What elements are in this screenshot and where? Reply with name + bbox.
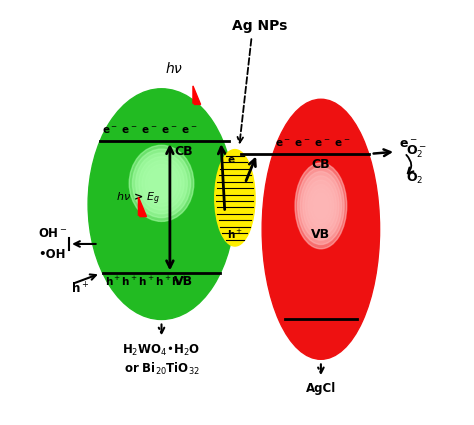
Text: e$^-$: e$^-$ <box>399 138 418 151</box>
Ellipse shape <box>132 149 191 218</box>
Text: CB: CB <box>311 158 330 171</box>
Text: CB: CB <box>174 144 193 158</box>
Ellipse shape <box>295 163 346 249</box>
Ellipse shape <box>129 145 194 221</box>
Text: VB: VB <box>311 228 330 241</box>
Text: h$^+$h$^+$h$^+$h$^+$h$^+$: h$^+$h$^+$h$^+$h$^+$h$^+$ <box>105 275 188 288</box>
Text: O$_2^-$: O$_2^-$ <box>406 143 427 160</box>
Text: h$^+$: h$^+$ <box>227 228 243 241</box>
Text: or Bi$_{20}$TiO$_{32}$: or Bi$_{20}$TiO$_{32}$ <box>124 360 200 377</box>
Text: AgCl: AgCl <box>306 382 336 395</box>
Ellipse shape <box>316 197 326 215</box>
Ellipse shape <box>308 184 334 227</box>
Text: $h\nu$: $h\nu$ <box>165 61 183 76</box>
Polygon shape <box>193 86 201 105</box>
Ellipse shape <box>152 172 171 195</box>
Ellipse shape <box>300 172 342 240</box>
Ellipse shape <box>146 164 178 202</box>
Text: h$^+$: h$^+$ <box>71 282 90 297</box>
Ellipse shape <box>319 201 323 210</box>
Text: H$_2$WO$_4$•H$_2$O: H$_2$WO$_4$•H$_2$O <box>122 343 201 357</box>
Text: OH$^-$: OH$^-$ <box>38 227 67 240</box>
Text: e$^-$: e$^-$ <box>227 155 243 166</box>
Polygon shape <box>138 197 146 217</box>
Text: e$^-$ e$^-$ e$^-$ e$^-$: e$^-$ e$^-$ e$^-$ e$^-$ <box>275 138 351 149</box>
Text: VB: VB <box>174 275 193 288</box>
Text: O$_2$: O$_2$ <box>406 170 424 186</box>
Ellipse shape <box>155 176 168 191</box>
Text: e$^-$ e$^-$ e$^-$ e$^-$ e$^-$: e$^-$ e$^-$ e$^-$ e$^-$ e$^-$ <box>102 125 198 136</box>
Text: $h\nu$ > $E_g$: $h\nu$ > $E_g$ <box>117 191 160 207</box>
Ellipse shape <box>158 179 165 187</box>
Polygon shape <box>130 217 148 238</box>
Ellipse shape <box>303 176 339 236</box>
Ellipse shape <box>148 168 174 198</box>
Ellipse shape <box>142 161 181 206</box>
Ellipse shape <box>305 180 337 232</box>
Text: Ag NPs: Ag NPs <box>232 19 288 33</box>
Ellipse shape <box>88 89 235 320</box>
Ellipse shape <box>136 153 187 214</box>
Polygon shape <box>185 105 201 125</box>
Ellipse shape <box>313 193 328 219</box>
Text: •OH: •OH <box>38 248 65 261</box>
Ellipse shape <box>139 157 184 210</box>
Ellipse shape <box>310 189 331 223</box>
Ellipse shape <box>215 150 255 246</box>
Ellipse shape <box>262 99 380 359</box>
Ellipse shape <box>298 167 344 244</box>
